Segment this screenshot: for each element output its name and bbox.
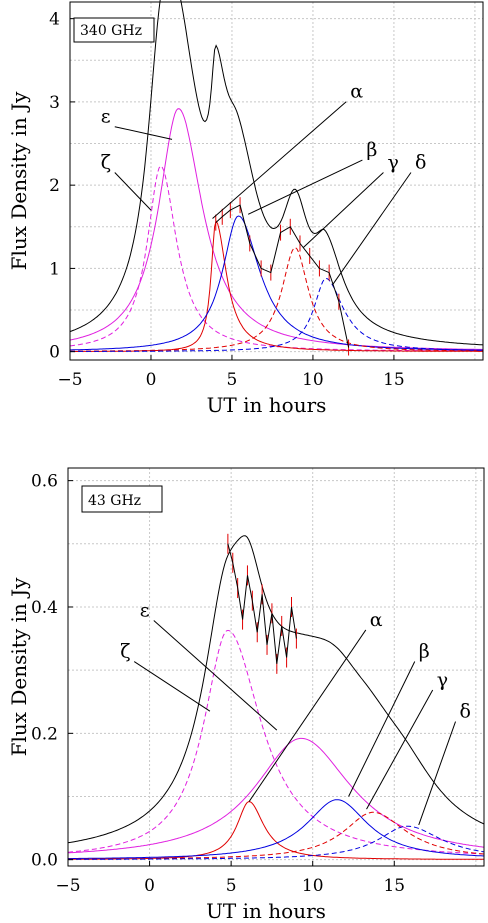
- label-leader-line: [366, 689, 434, 810]
- x-tick-label: 5: [227, 370, 238, 390]
- component-label: γ: [437, 669, 448, 691]
- chart-43ghz: εζ α βγδ −5 0 5 10 15 0.0 0.2 0.4 0.6 43 GHz UT i…: [7, 467, 485, 923]
- component-label: β: [366, 139, 377, 161]
- component-label: ζ: [101, 152, 111, 174]
- observed-trace: [227, 543, 297, 664]
- x-tick-label: 10: [302, 370, 324, 390]
- y-tick-label: 0.0: [31, 851, 58, 871]
- y-tick-label: 0.4: [31, 598, 58, 618]
- component-label: α: [370, 609, 383, 631]
- x-tick-label: 0: [146, 370, 157, 390]
- component-label: β: [419, 641, 430, 663]
- label-leader-line: [133, 661, 211, 712]
- x-tick-label: −5: [57, 370, 82, 390]
- observed-trace: [215, 204, 350, 348]
- component-curve: [67, 629, 485, 855]
- component-label: ζ: [120, 641, 130, 663]
- component-label: δ: [460, 701, 471, 723]
- component-label: α: [350, 81, 363, 103]
- y-axis-title: Flux Density in Jy: [7, 91, 31, 271]
- y-tick-label: 3: [49, 93, 60, 113]
- x-axis-title: UT in hours: [207, 393, 327, 417]
- gridlines: [67, 468, 484, 866]
- component-label: δ: [415, 152, 426, 174]
- y-axis-ticks: 0 1 2 3 4: [49, 10, 75, 363]
- x-axis-ticks: −5 0 5 10 15: [55, 861, 405, 896]
- frequency-label-box: 340 GHz: [73, 17, 155, 43]
- y-tick-label: 0.2: [31, 724, 58, 744]
- x-tick-label: 0: [144, 876, 155, 896]
- label-leader-line: [348, 661, 416, 797]
- component-curve: [68, 825, 485, 860]
- component-curve: [68, 801, 484, 860]
- component-curve: [70, 215, 484, 351]
- component-label: ε: [101, 106, 111, 128]
- label-leader-line: [331, 172, 412, 286]
- label-leader-line: [247, 159, 363, 215]
- label-leader-line: [114, 126, 173, 140]
- component-curve: [68, 799, 485, 859]
- y-tick-label: 0: [49, 343, 60, 363]
- label-leader-line: [153, 620, 278, 731]
- component-curve: [69, 108, 484, 350]
- x-tick-label: 5: [226, 876, 237, 896]
- label-leader-line: [418, 721, 457, 826]
- x-tick-label: 15: [383, 876, 405, 896]
- label-leader-line: [114, 172, 152, 211]
- total-curve: [67, 535, 485, 844]
- frequency-label: 43 GHz: [88, 493, 141, 509]
- x-tick-label: 10: [302, 876, 324, 896]
- plot-frame: [69, 1, 484, 361]
- component-label: γ: [387, 152, 398, 174]
- y-axis-ticks: 0.0 0.2 0.4 0.6: [31, 472, 73, 871]
- frequency-label-box: 43 GHz: [81, 485, 163, 513]
- component-curve: [67, 737, 485, 854]
- y-tick-label: 1: [49, 259, 60, 279]
- component-curve: [70, 247, 483, 352]
- x-axis-title: UT in hours: [206, 899, 326, 923]
- frequency-label: 340 GHz: [80, 23, 142, 39]
- y-axis-title: Flux Density in Jy: [7, 577, 31, 757]
- x-tick-label: −5: [55, 876, 80, 896]
- component-curve: [68, 811, 485, 860]
- observed-data: [227, 533, 297, 674]
- label-leaders: εζ α βγδ: [120, 599, 471, 826]
- component-label: ε: [140, 599, 150, 621]
- y-tick-label: 2: [49, 176, 60, 196]
- observed-data: [215, 197, 350, 356]
- label-leader-line: [248, 629, 367, 802]
- y-tick-label: 0.6: [31, 472, 58, 492]
- x-tick-label: 15: [383, 370, 405, 390]
- chart-340ghz: ε ζ α βγ δ −5 0 5 10 15 0 1 2 3 4 340 GHz UT in hour…: [7, 0, 484, 417]
- component-curve: [70, 277, 483, 352]
- x-axis-ticks: −5 0 5 10 15: [57, 355, 405, 390]
- component-curves: [67, 535, 485, 860]
- label-leader-line: [212, 101, 347, 219]
- plot-frame: [67, 467, 485, 867]
- y-tick-label: 4: [49, 10, 60, 30]
- component-curve: [69, 165, 483, 352]
- total-curve: [69, 0, 484, 346]
- label-leader-line: [302, 172, 384, 248]
- component-curves: [69, 0, 484, 352]
